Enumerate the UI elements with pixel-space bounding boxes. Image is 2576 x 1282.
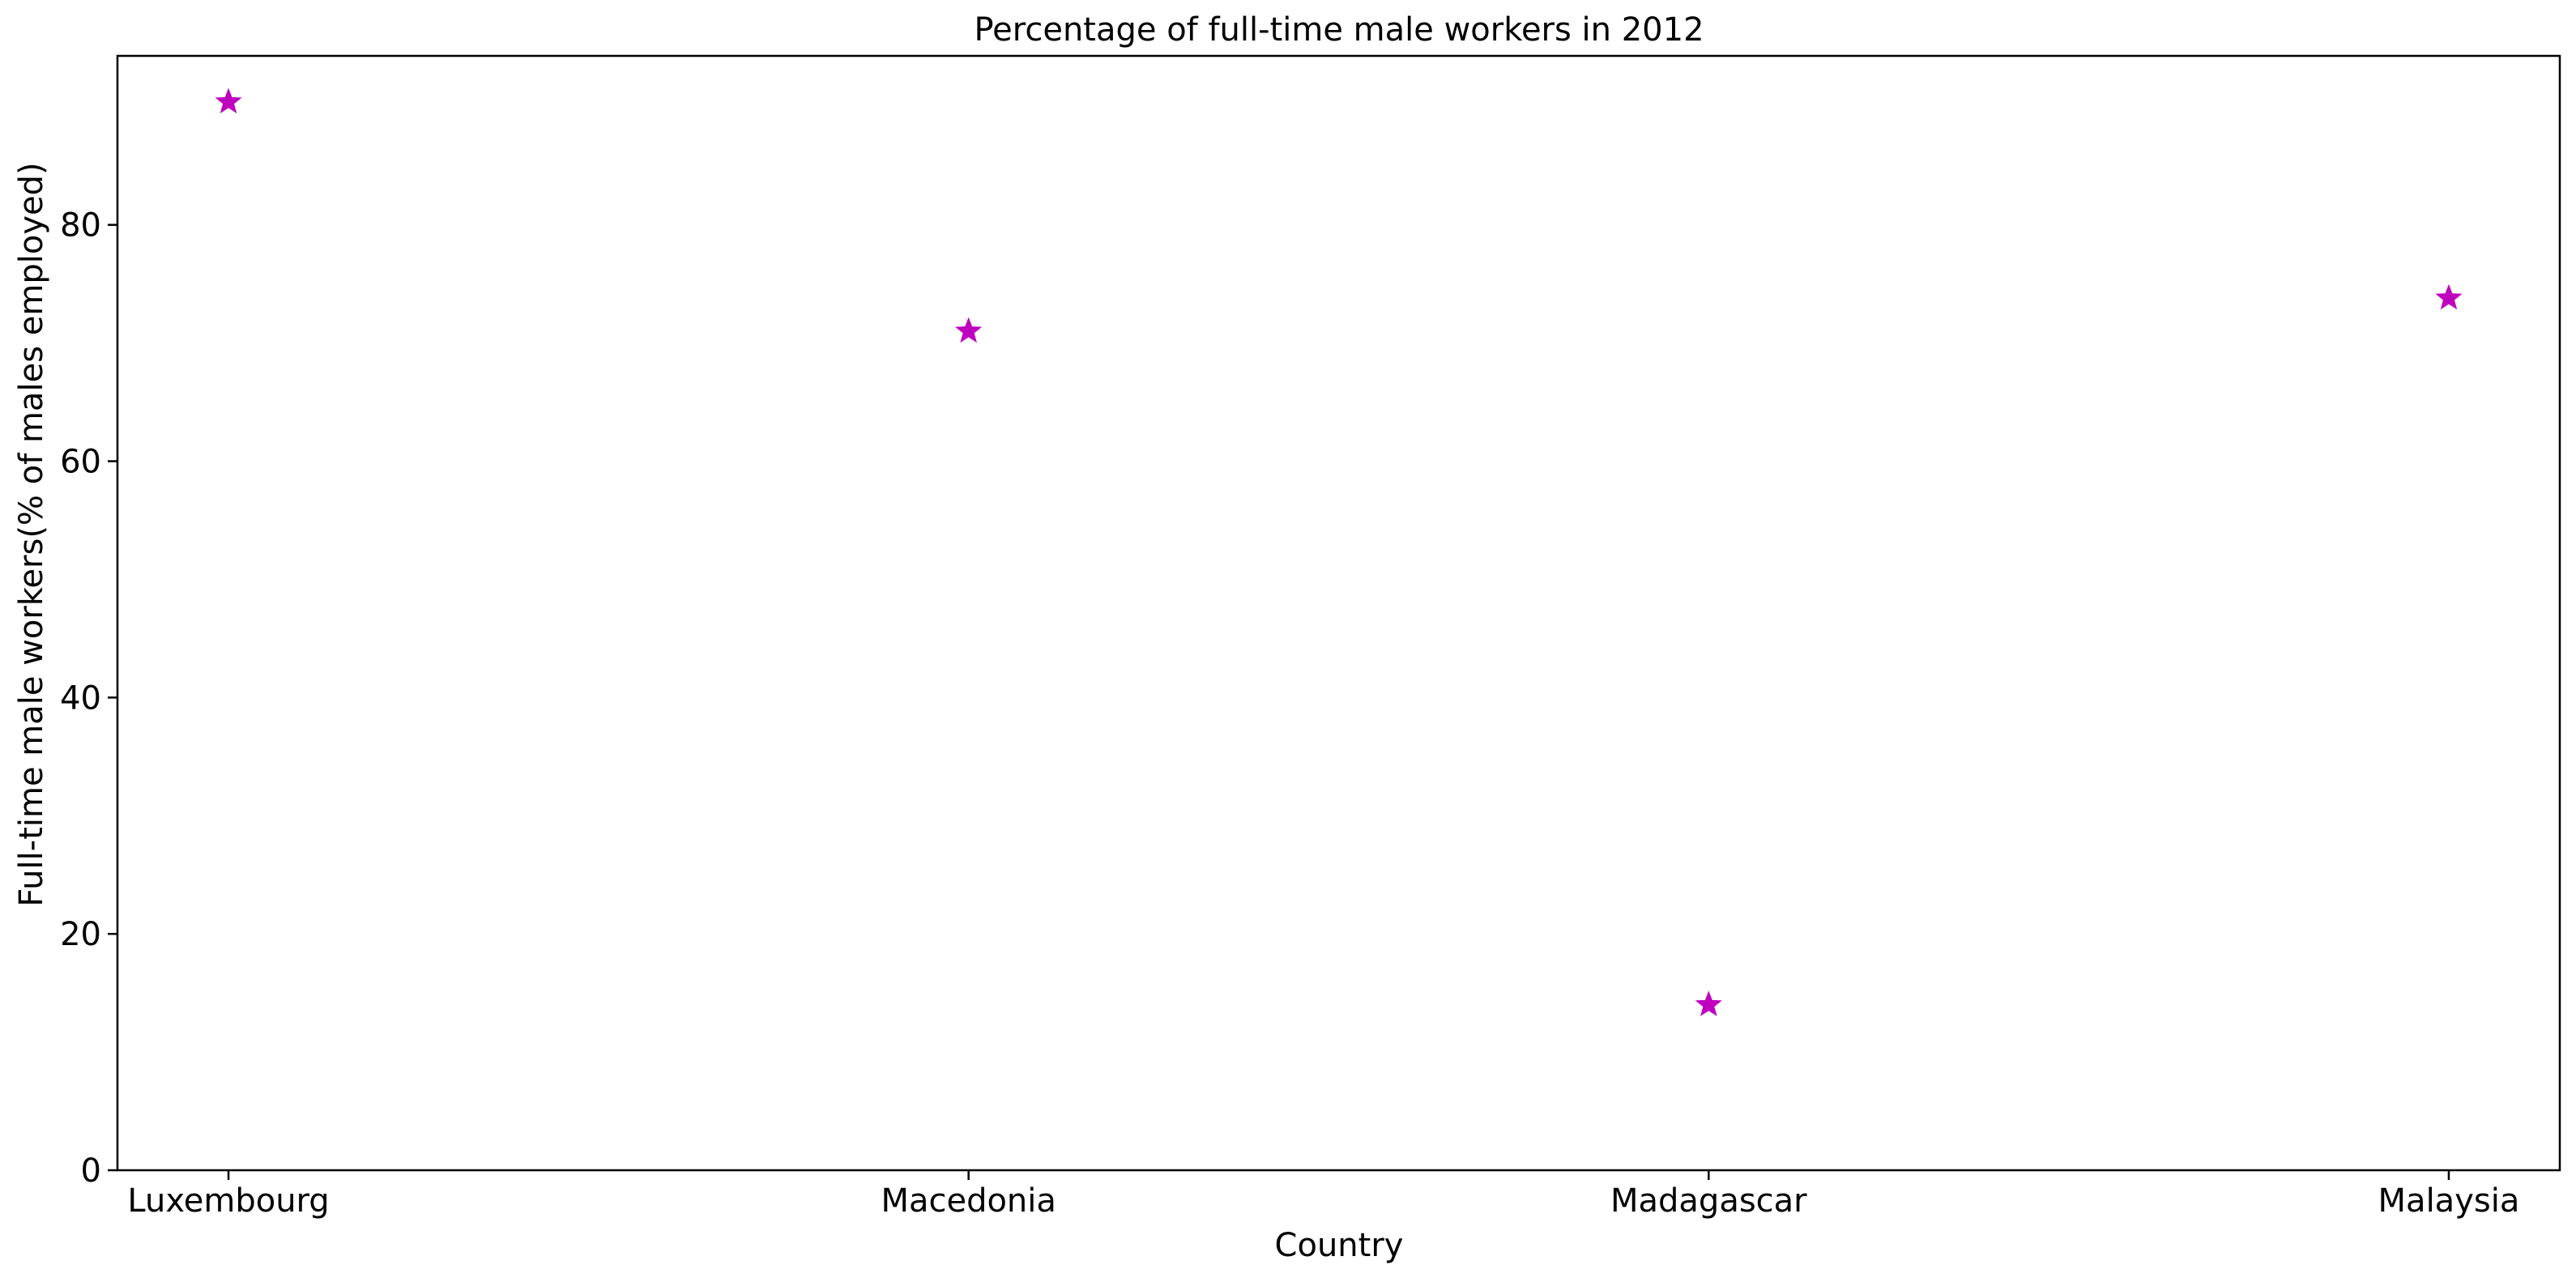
x-axis-ticks: Luxembourg Macedonia Madagascar Malaysia [127,1170,2519,1220]
y-tick-label: 80 [60,207,101,245]
x-tick-label: Macedonia [881,1182,1056,1220]
marks-layer [215,87,2463,1016]
y-tick-label: 40 [60,679,101,717]
x-axis-label: Country [1275,1227,1404,1264]
y-axis-label: Full-time male workers(% of males employ… [13,162,50,906]
data-point-star [1695,990,1722,1016]
plot-area-frame [116,54,2561,1172]
chart-title: Percentage of full-time male workers in … [974,11,1704,49]
y-tick-label: 0 [81,1152,101,1190]
data-point-star [2435,283,2463,310]
data-point-star [955,317,983,343]
x-tick-label: Madagascar [1610,1182,1807,1220]
x-tick-label: Luxembourg [127,1182,329,1220]
y-axis-ticks: 0 20 40 60 80 [60,207,117,1190]
x-tick-label: Malaysia [2378,1182,2520,1220]
y-tick-label: 60 [60,443,101,480]
data-point-star [215,87,242,113]
y-tick-label: 20 [60,916,101,953]
